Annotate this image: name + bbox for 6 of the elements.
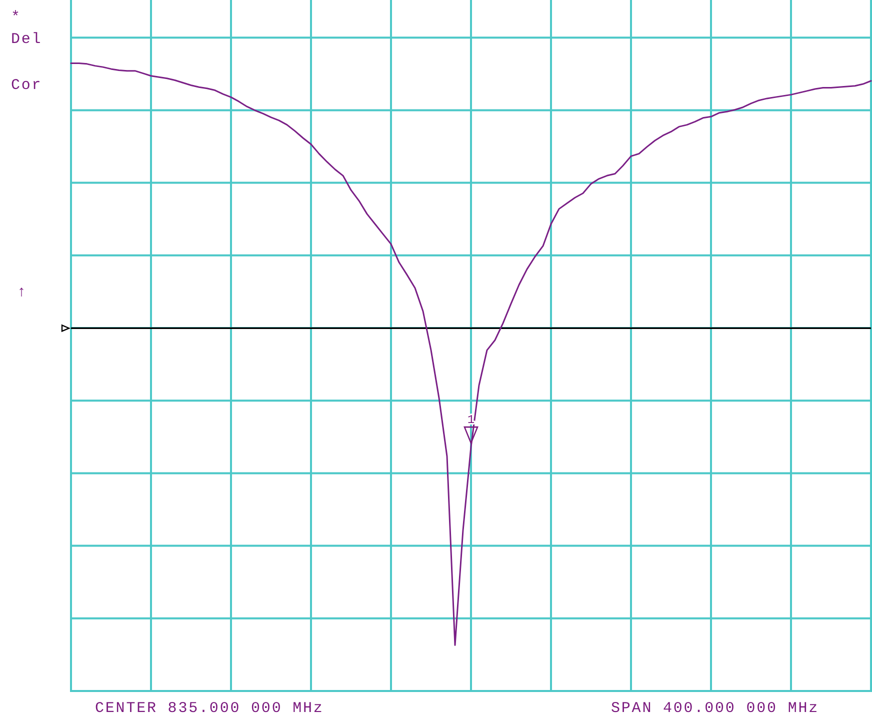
text: ↑ (17, 284, 28, 301)
text: * (11, 9, 22, 26)
text: CENTER 835.000 000 MHz (95, 700, 324, 715)
text: Del (11, 31, 42, 48)
text: Cor (11, 77, 42, 94)
text: SPAN 400.000 000 MHz (611, 700, 820, 715)
